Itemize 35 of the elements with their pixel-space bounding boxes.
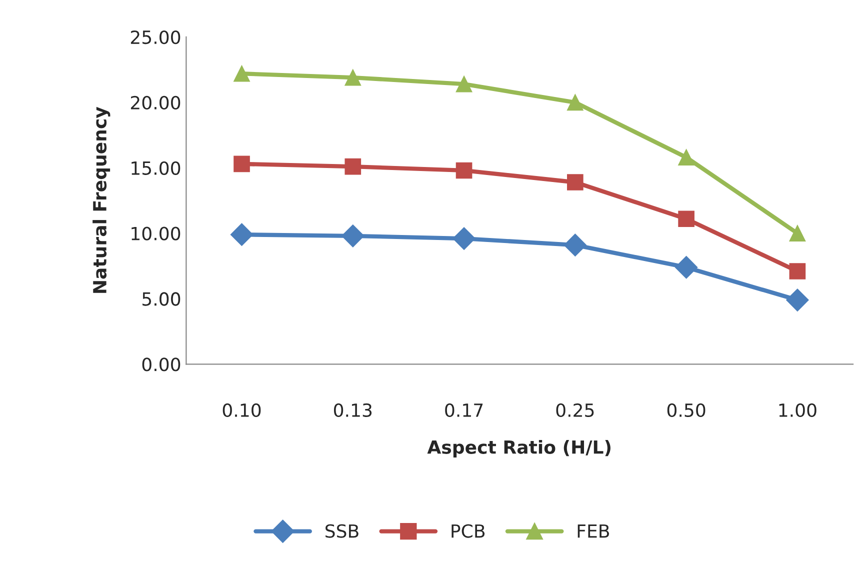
x-tick-label: 0.13 [334, 403, 372, 418]
x-tick-label: 0.50 [667, 403, 706, 418]
point [789, 225, 806, 242]
point [342, 224, 364, 248]
point [786, 288, 809, 312]
point [344, 158, 362, 175]
x-axis-title: Aspect Ratio (H/L) [427, 440, 610, 458]
point [678, 210, 694, 228]
y-tick-label: 15.00 [132, 161, 180, 175]
point [567, 174, 584, 190]
x-tick-label: 1.00 [779, 403, 816, 418]
point [678, 149, 694, 166]
y-axis-title: Natural Frequency [92, 106, 110, 293]
point [234, 156, 250, 172]
y-tick-label: 25.00 [130, 30, 180, 44]
y-tick-label: 5.00 [142, 292, 180, 306]
y-tick-label: 10.00 [132, 226, 180, 240]
x-tick-label: 0.17 [445, 403, 483, 418]
point [230, 223, 254, 246]
point [674, 256, 698, 279]
point [789, 263, 806, 280]
y-tick-label: 0.00 [142, 358, 180, 372]
point [456, 162, 472, 179]
point [344, 69, 362, 86]
point [234, 65, 250, 82]
x-tick-label: 0.25 [556, 403, 594, 418]
legend-label: FEB [578, 524, 609, 538]
y-tick-label: 20.00 [130, 96, 180, 110]
point [564, 234, 586, 256]
point [452, 227, 476, 250]
point [567, 94, 584, 111]
legend-label: SSB [326, 524, 358, 538]
legend-label: PCB [452, 524, 485, 538]
x-tick-label: 0.10 [222, 403, 261, 418]
point [456, 76, 472, 92]
